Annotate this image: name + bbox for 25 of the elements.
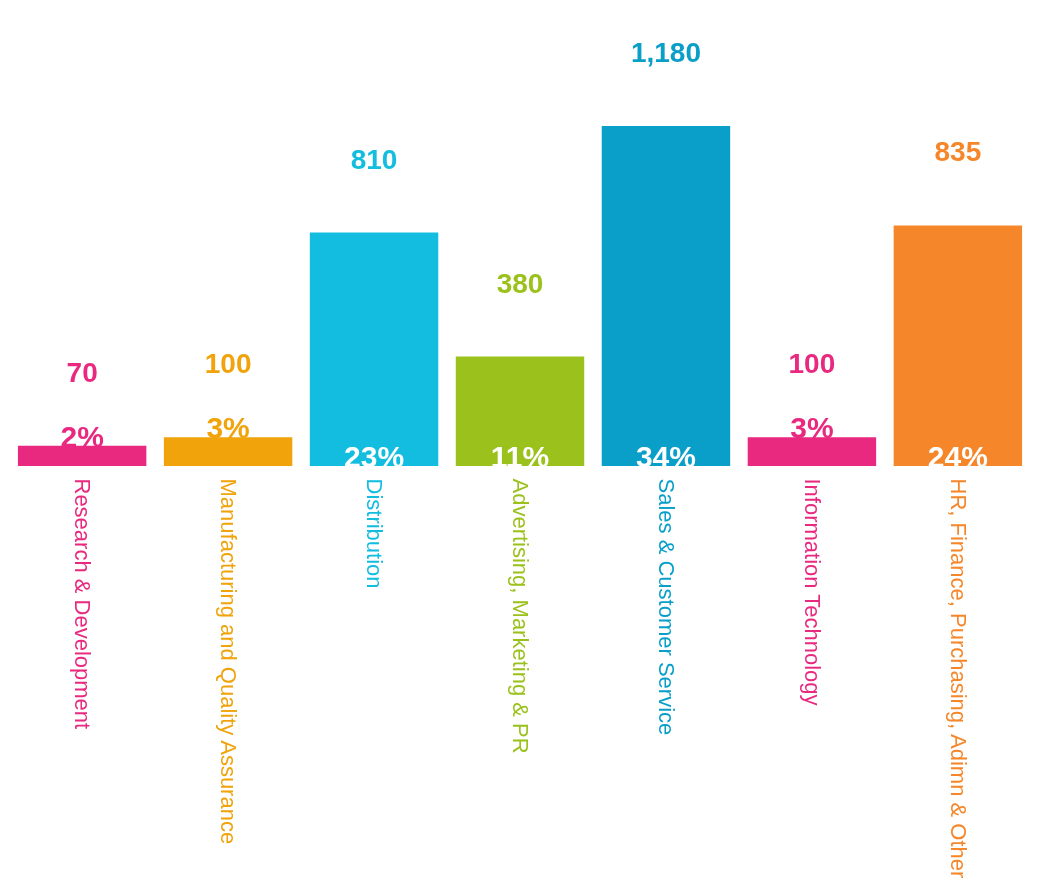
- data-label: 100: [204, 348, 252, 380]
- x-tick-label: Research & Development: [70, 478, 96, 730]
- bar: [893, 225, 1023, 466]
- x-tick-label: Distribution: [362, 478, 388, 589]
- bar: [747, 437, 877, 466]
- bar: [163, 437, 293, 466]
- bar: [601, 126, 731, 466]
- data-label: 810: [350, 143, 398, 175]
- bar: [455, 356, 585, 466]
- data-label: 380: [496, 267, 544, 299]
- x-tick-label: HR, Finance, Purchasing, Adimn & Other: [945, 478, 971, 879]
- annotation: 3%: [206, 411, 250, 445]
- x-tick-label: Sales & Customer Service: [653, 478, 679, 736]
- x-tick-label: Advertising, Marketing & PR: [508, 478, 533, 754]
- x-tick-label: Manufacturing and Quality Assurance: [216, 478, 242, 845]
- bar: [17, 445, 147, 466]
- x-tick-label: Information Technology: [799, 478, 825, 706]
- annotation: 24%: [927, 440, 988, 473]
- data-label: 70: [66, 356, 98, 388]
- annotation: 3%: [790, 411, 834, 445]
- data-label: 100: [788, 348, 836, 380]
- bar: [309, 232, 439, 466]
- data-label: 835: [934, 136, 982, 168]
- annotation: 34%: [635, 440, 696, 473]
- data-label: 1,180: [630, 37, 701, 68]
